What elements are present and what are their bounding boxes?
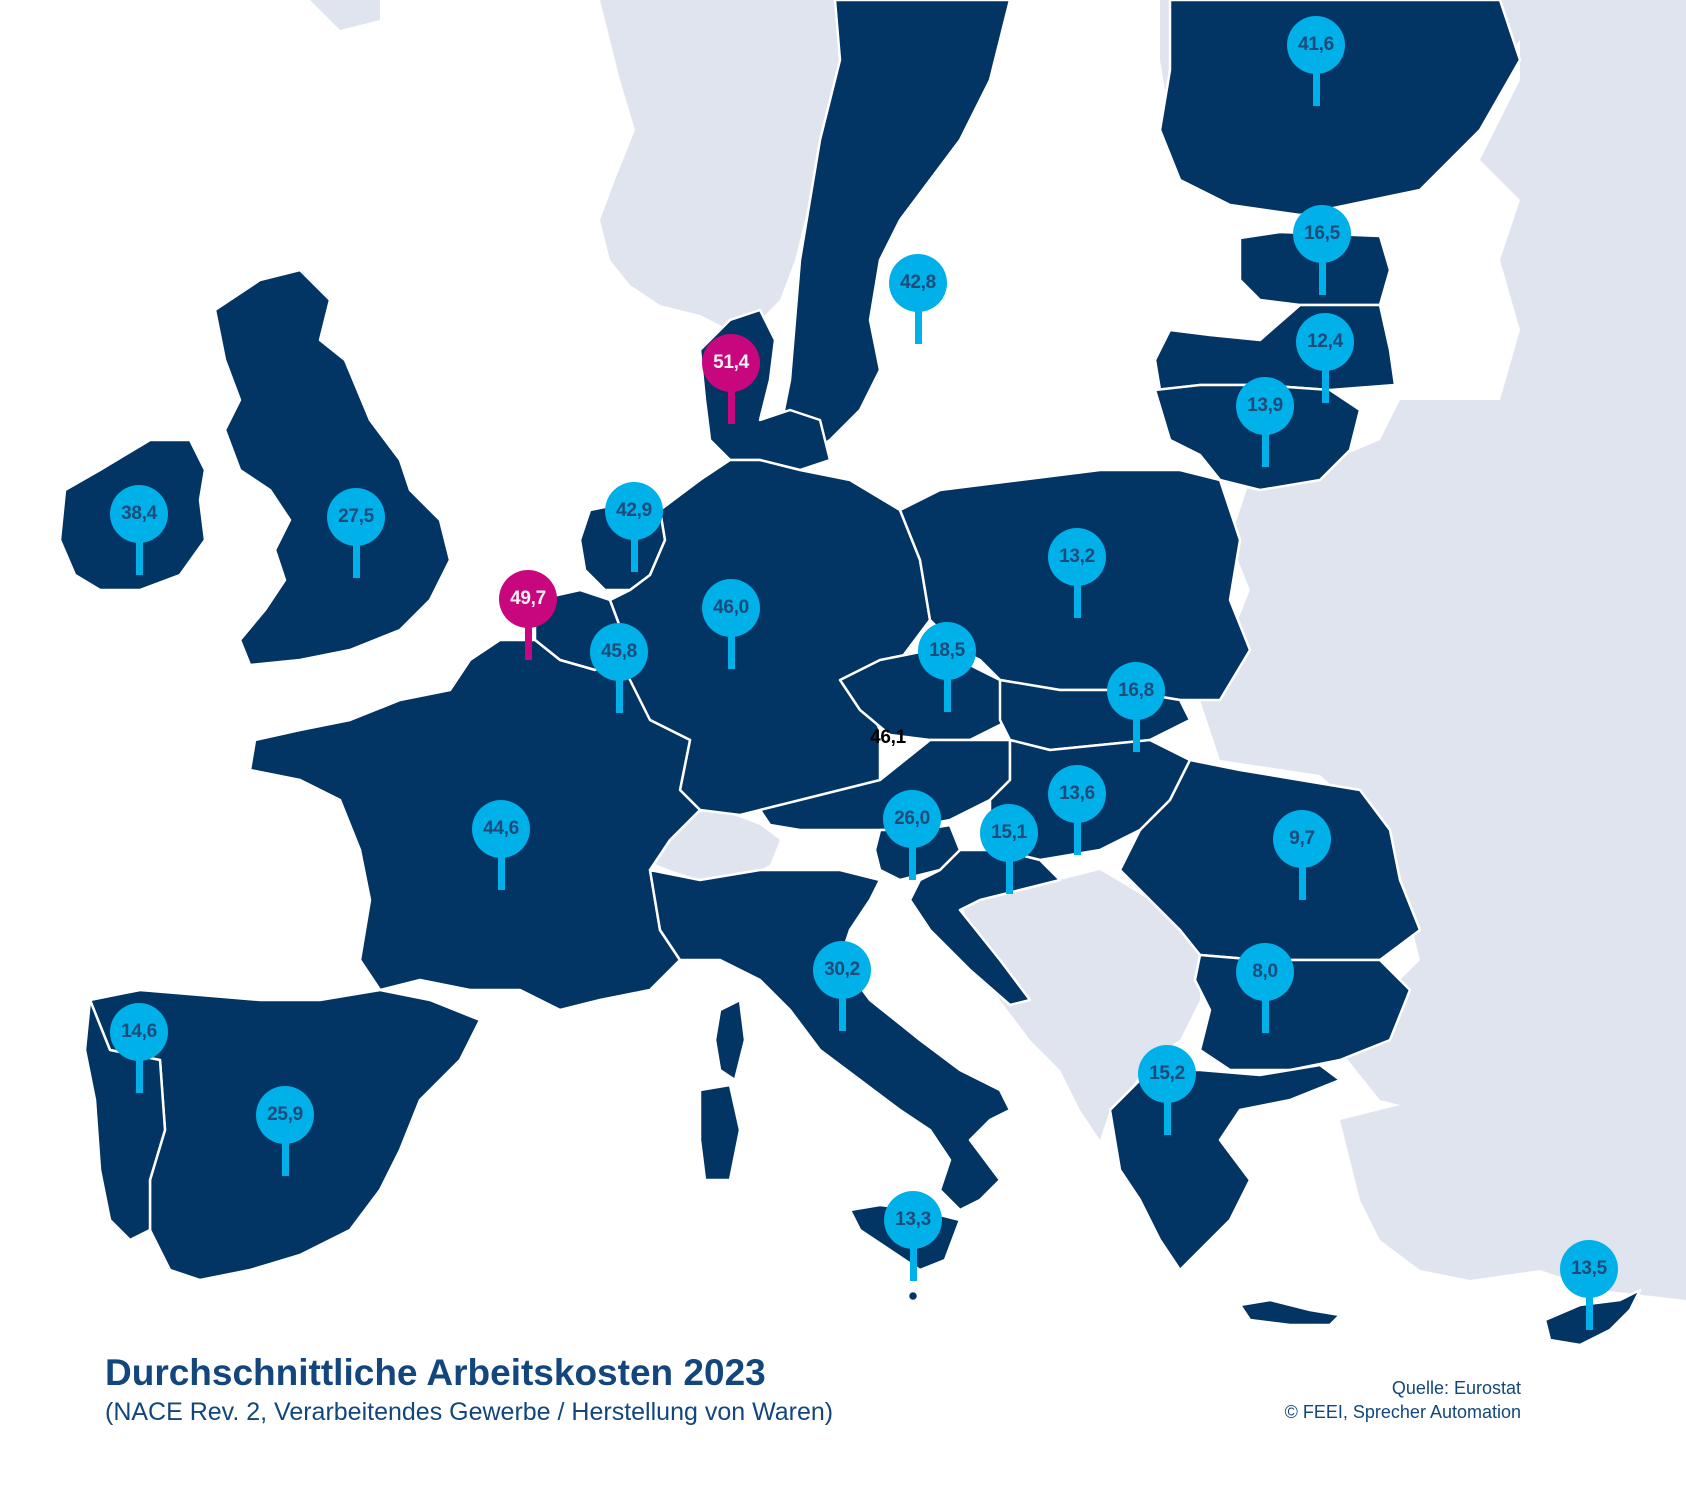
pin-stem-icon	[1322, 365, 1329, 403]
map-pin-france: 44,6	[472, 800, 530, 900]
pin-value: 38,4	[110, 485, 168, 543]
map-pin-poland: 13,2	[1048, 528, 1106, 628]
pin-stem-icon	[631, 534, 638, 572]
pin-value: 42,9	[605, 482, 663, 540]
pin-value: 42,8	[889, 254, 947, 312]
pin-value: 46,0	[702, 579, 760, 637]
pin-value: 27,5	[327, 488, 385, 546]
pin-value: 15,1	[980, 804, 1038, 862]
map-pin-germany: 46,0	[702, 579, 760, 679]
map-pin-croatia: 15,1	[980, 804, 1038, 904]
pin-value: 14,6	[110, 1003, 168, 1061]
pin-value: 49,7	[499, 570, 557, 628]
pin-stem-icon	[1586, 1292, 1593, 1330]
map-pin-lithuania: 13,9	[1236, 377, 1294, 477]
pin-stem-icon	[909, 842, 916, 880]
copyright-line: © FEEI, Sprecher Automation	[1284, 1402, 1521, 1422]
map-pin-cyprus: 13,5	[1560, 1240, 1618, 1340]
pin-value: 25,9	[256, 1086, 314, 1144]
pin-stem-icon	[915, 306, 922, 344]
pin-value: 9,7	[1273, 810, 1331, 868]
pin-value: 18,5	[918, 622, 976, 680]
map-pin-portugal: 14,6	[110, 1003, 168, 1103]
pin-value: 51,4	[702, 334, 760, 392]
pin-value: 41,6	[1287, 16, 1345, 74]
pin-stem-icon	[1262, 995, 1269, 1033]
map-pin-slovakia: 16,8	[1107, 662, 1165, 762]
pin-stem-icon	[1164, 1097, 1171, 1135]
map-pin-estonia: 16,5	[1293, 205, 1351, 305]
map-pin-sweden: 42,8	[889, 254, 947, 354]
pin-stem-icon	[1133, 714, 1140, 752]
map-pin-belgium: 49,7	[499, 570, 557, 670]
pin-stem-icon	[353, 540, 360, 578]
pin-stem-icon	[1319, 257, 1326, 295]
pin-stem-icon	[728, 386, 735, 424]
pin-stem-icon	[944, 674, 951, 712]
pin-stem-icon	[1313, 68, 1320, 106]
map-pin-denmark: 51,4	[702, 334, 760, 434]
pin-stem-icon	[839, 993, 846, 1031]
sea-areas	[1040, 130, 1150, 300]
map-pin-spain: 25,9	[256, 1086, 314, 1186]
map-pin-bulgaria: 8,0	[1236, 943, 1294, 1043]
map-pin-united-kingdom: 27,5	[327, 488, 385, 588]
pin-value: 13,2	[1048, 528, 1106, 586]
pin-stem-icon	[136, 1055, 143, 1093]
source-line: Quelle: Eurostat	[1391, 1378, 1521, 1398]
map-title: Durchschnittliche Arbeitskosten 2023	[105, 1352, 766, 1393]
pin-value: 46,1	[870, 727, 906, 748]
map-pin-czechia: 18,5	[918, 622, 976, 722]
map-pin-netherlands: 42,9	[605, 482, 663, 582]
map-pin-greece: 15,2	[1138, 1045, 1196, 1145]
pin-stem-icon	[1074, 580, 1081, 618]
pin-value: 30,2	[813, 941, 871, 999]
pin-stem-icon	[616, 675, 623, 713]
pin-stem-icon	[136, 537, 143, 575]
pin-stem-icon	[1262, 429, 1269, 467]
pin-value: 15,2	[1138, 1045, 1196, 1103]
pin-stem-icon	[282, 1138, 289, 1176]
pin-value: 13,3	[884, 1191, 942, 1249]
pin-value: 45,8	[590, 623, 648, 681]
pin-value: 12,4	[1296, 313, 1354, 371]
source-credits: Quelle: Eurostat © FEEI, Sprecher Automa…	[1285, 1376, 1521, 1424]
map-pin-malta: 13,3	[884, 1191, 942, 1291]
pin-stem-icon	[498, 852, 505, 890]
map-pin-latvia: 12,4	[1296, 313, 1354, 413]
pin-value: 44,6	[472, 800, 530, 858]
map-pin-hungary: 13,6	[1048, 765, 1106, 865]
pin-value: 13,6	[1048, 765, 1106, 823]
map-pin-italy: 30,2	[813, 941, 871, 1041]
pin-value: 26,0	[883, 790, 941, 848]
map-pin-austria: 46,1	[859, 709, 917, 809]
pin-value: 8,0	[1236, 943, 1294, 1001]
pin-value: 13,9	[1236, 377, 1294, 435]
map-pin-romania: 9,7	[1273, 810, 1331, 910]
pin-stem-icon	[910, 1243, 917, 1281]
map-pin-finland: 41,6	[1287, 16, 1345, 116]
pin-value: 16,5	[1293, 205, 1351, 263]
pin-value: 16,8	[1107, 662, 1165, 720]
pin-stem-icon	[525, 622, 532, 660]
pin-value: 13,5	[1560, 1240, 1618, 1298]
map-pin-slovenia: 26,0	[883, 790, 941, 890]
pin-stem-icon	[1074, 817, 1081, 855]
pin-stem-icon	[1299, 862, 1306, 900]
map-subtitle: (NACE Rev. 2, Verarbeitendes Gewerbe / H…	[105, 1398, 834, 1426]
pin-stem-icon	[1006, 856, 1013, 894]
pin-stem-icon	[728, 631, 735, 669]
eu-land	[58, 0, 1642, 1347]
map-pin-ireland: 38,4	[110, 485, 168, 585]
map-pin-luxembourg: 45,8	[590, 623, 648, 723]
